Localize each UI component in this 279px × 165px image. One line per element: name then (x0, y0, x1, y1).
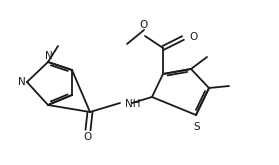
Text: N: N (45, 51, 53, 61)
Text: S: S (194, 122, 200, 132)
Text: NH: NH (125, 99, 141, 109)
Text: N: N (18, 77, 26, 87)
Text: O: O (140, 20, 148, 30)
Text: O: O (189, 32, 197, 42)
Text: O: O (83, 132, 91, 142)
